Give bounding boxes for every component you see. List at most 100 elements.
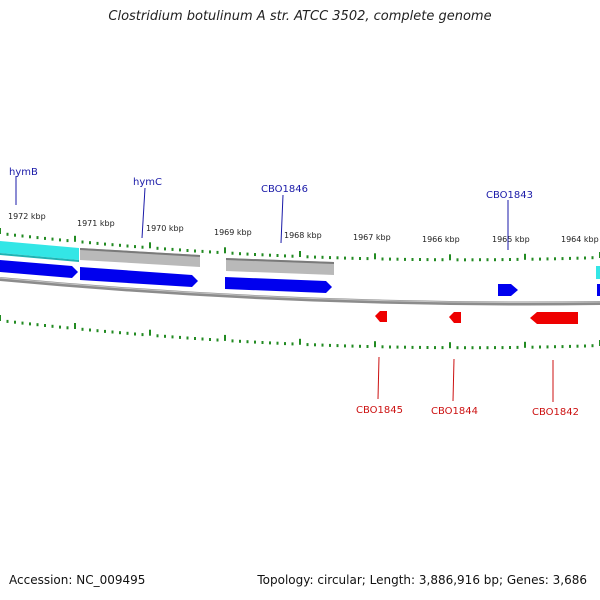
minor-tick: [539, 345, 541, 349]
minor-tick: [111, 243, 114, 247]
minor-tick: [329, 343, 331, 347]
minor-tick: [164, 334, 166, 338]
minor-tick: [359, 257, 361, 260]
reverse-label-leaders: [377, 356, 554, 402]
minor-tick: [261, 253, 264, 257]
minor-tick: [89, 241, 91, 245]
minor-tick: [216, 250, 219, 254]
minor-tick: [561, 345, 564, 349]
reverse-gene-labels: CBO1845 CBO1844 CBO1842: [356, 405, 579, 418]
major-tick: [74, 235, 76, 242]
feature-band-cyan[interactable]: [0, 241, 79, 260]
feature-band-cyan-shadow: [0, 253, 79, 262]
gene-label-hymC[interactable]: hymC: [133, 177, 162, 188]
genome-backbone: [0, 277, 600, 306]
minor-tick: [336, 344, 339, 348]
minor-tick: [96, 241, 99, 245]
minor-tick: [554, 257, 556, 261]
minor-tick: [381, 257, 384, 261]
feature-band-gray[interactable]: [80, 248, 200, 267]
minor-tick: [104, 242, 106, 246]
minor-tick: [344, 344, 346, 348]
minor-tick: [501, 258, 504, 262]
minor-tick: [14, 233, 16, 237]
minor-tick: [66, 326, 69, 330]
minor-tick: [66, 239, 69, 243]
gene-arrow-cbo1842[interactable]: [530, 312, 578, 324]
minor-tick: [21, 321, 24, 325]
minor-tick: [411, 345, 414, 349]
gene-arrow-partial[interactable]: [597, 284, 600, 296]
minor-tick: [6, 319, 9, 323]
minor-tick: [269, 253, 271, 257]
major-tick: [374, 341, 376, 348]
minor-tick: [306, 343, 309, 347]
minor-tick: [569, 344, 571, 348]
genome-summary: Topology: circular; Length: 3,886,916 bp…: [257, 573, 587, 587]
minor-tick: [209, 250, 211, 254]
feature-track: [0, 241, 600, 279]
gene-arrow-hymC[interactable]: [80, 267, 198, 287]
minor-tick: [276, 254, 279, 257]
gene-arrow-hymB[interactable]: [0, 260, 78, 278]
gene-label-cbo1843[interactable]: CBO1843: [486, 190, 533, 201]
minor-tick: [306, 255, 309, 259]
minor-tick: [471, 258, 474, 262]
feature-band-cyan[interactable]: [596, 266, 600, 279]
minor-tick: [381, 345, 384, 349]
minor-tick: [179, 248, 181, 252]
major-tick: [299, 338, 301, 345]
minor-tick: [426, 258, 429, 262]
minor-tick: [539, 257, 541, 261]
gene-label-cbo1844[interactable]: CBO1844: [431, 406, 478, 417]
minor-tick: [21, 234, 24, 238]
minor-tick: [51, 237, 54, 241]
minor-tick: [479, 346, 481, 350]
minor-tick: [516, 345, 519, 349]
genome-title: Clostridium botulinum A str. ATCC 3502, …: [108, 9, 492, 24]
minor-tick: [576, 344, 579, 348]
forward-gene-labels: hymB hymC CBO1846 CBO1843: [9, 167, 533, 201]
major-tick: [224, 247, 226, 254]
gene-label-cbo1842[interactable]: CBO1842: [532, 407, 579, 418]
gene-arrow-cbo1844[interactable]: [449, 312, 461, 323]
minor-tick: [194, 337, 196, 340]
outer-tick-track: [0, 228, 600, 262]
minor-tick: [441, 346, 444, 350]
genome-backbone-highlight: [0, 277, 600, 303]
minor-tick: [201, 337, 204, 341]
minor-tick: [351, 344, 354, 348]
minor-tick: [486, 258, 489, 262]
minor-tick: [591, 256, 594, 260]
minor-tick: [591, 344, 594, 348]
minor-tick: [269, 341, 271, 345]
minor-tick: [576, 256, 579, 260]
accession-label: Accession: NC_009495: [9, 573, 146, 587]
minor-tick: [156, 334, 159, 338]
major-tick: [449, 254, 451, 261]
minor-tick: [254, 253, 256, 256]
minor-tick: [134, 332, 136, 336]
minor-tick: [366, 345, 369, 348]
gene-label-hymB[interactable]: hymB: [9, 167, 38, 178]
minor-tick: [321, 343, 324, 347]
minor-tick: [246, 252, 249, 256]
scale-label: 1965 kbp: [492, 235, 530, 244]
minor-tick: [479, 258, 481, 262]
gene-label-cbo1846[interactable]: CBO1846: [261, 184, 308, 195]
minor-tick: [14, 320, 16, 324]
minor-tick: [336, 256, 339, 260]
minor-tick: [231, 339, 234, 343]
gene-arrow-cbo1845[interactable]: [375, 311, 387, 322]
minor-tick: [29, 235, 31, 239]
gene-arrow-cbo1843[interactable]: [498, 284, 518, 296]
minor-tick: [141, 245, 144, 249]
minor-tick: [36, 236, 39, 240]
minor-tick: [44, 324, 46, 327]
minor-tick: [396, 345, 399, 349]
minor-tick: [501, 346, 504, 350]
gene-label-cbo1845[interactable]: CBO1845: [356, 405, 403, 416]
gene-arrow-cbo1846[interactable]: [225, 277, 332, 293]
forward-gene-track: [0, 260, 600, 296]
